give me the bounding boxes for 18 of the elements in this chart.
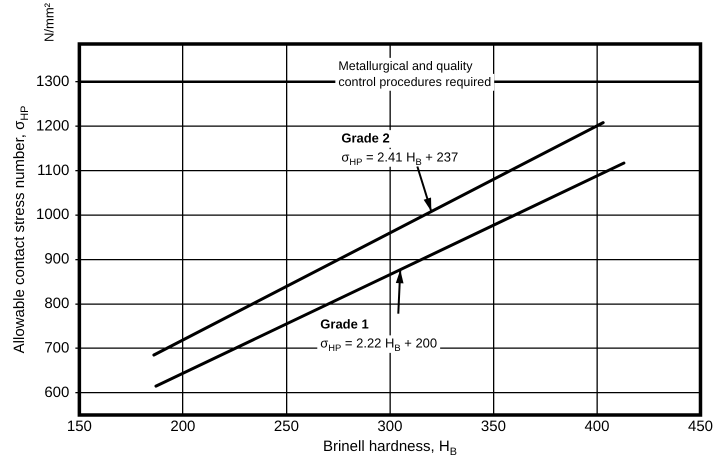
x-tick-label: 350 <box>480 418 506 436</box>
x-tick-label: 400 <box>584 418 610 436</box>
x-tick-label: 300 <box>377 418 402 436</box>
y-tick-label: 700 <box>44 339 70 356</box>
y-tick-label: 800 <box>44 295 70 312</box>
y-tick-label: 1200 <box>36 117 70 134</box>
y-tick-label: 900 <box>44 250 70 268</box>
x-tick-label: 250 <box>274 418 299 436</box>
text: N/mm² <box>41 2 56 42</box>
x-tick-label: 450 <box>688 418 713 436</box>
y-tick-label: 1300 <box>36 72 70 90</box>
ref-line-label: Metallurgical and quality control procedures required <box>338 58 492 89</box>
x-tick-label: 200 <box>170 418 196 436</box>
x-tick-label: 150 <box>66 418 92 436</box>
y-tick-label: 1100 <box>37 162 70 179</box>
y-tick-label: 600 <box>44 384 70 401</box>
y-tick-label: 1000 <box>36 206 70 224</box>
y-axis-title: Allowable contact stress number, σHP <box>11 106 31 354</box>
